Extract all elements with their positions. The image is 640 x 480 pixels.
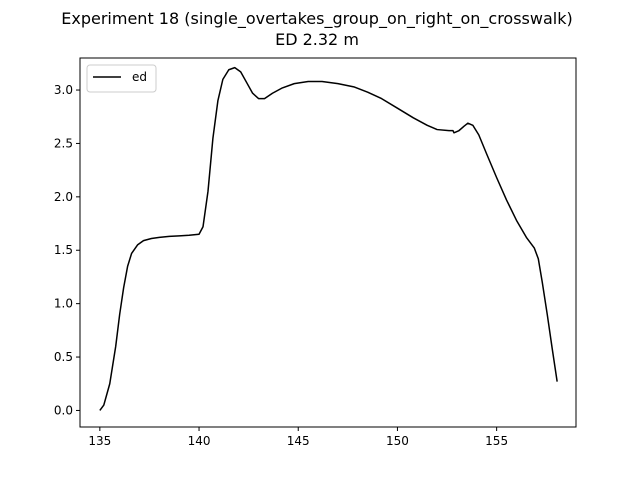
y-tick-label: 1.5 xyxy=(54,243,73,257)
x-tick-label: 140 xyxy=(188,434,211,448)
legend-label: ed xyxy=(132,70,147,84)
y-tick-label: 1.0 xyxy=(54,297,73,311)
x-tick-label: 155 xyxy=(485,434,508,448)
legend-box xyxy=(86,64,157,93)
chart-title: Experiment 18 (single_overtakes_group_on… xyxy=(61,9,572,29)
plot-area xyxy=(99,66,558,411)
y-axis: 0.0 0.5 1.0 1.5 2.0 2.5 3.0 xyxy=(54,83,80,417)
x-tick-label: 135 xyxy=(88,434,111,448)
series-line-ed xyxy=(99,66,558,411)
x-axis: 135 140 145 150 155 xyxy=(88,427,508,448)
x-tick-label: 150 xyxy=(386,434,409,448)
legend: ed xyxy=(86,64,157,93)
y-tick-label: 0.5 xyxy=(54,350,73,364)
y-tick-label: 3.0 xyxy=(54,83,73,97)
x-tick-label: 145 xyxy=(287,434,310,448)
y-tick-label: 2.5 xyxy=(54,136,73,150)
chart-subtitle: ED 2.32 m xyxy=(275,30,359,49)
y-tick-label: 0.0 xyxy=(54,403,73,417)
y-tick-label: 2.0 xyxy=(54,190,73,204)
axes-frame xyxy=(79,57,577,428)
